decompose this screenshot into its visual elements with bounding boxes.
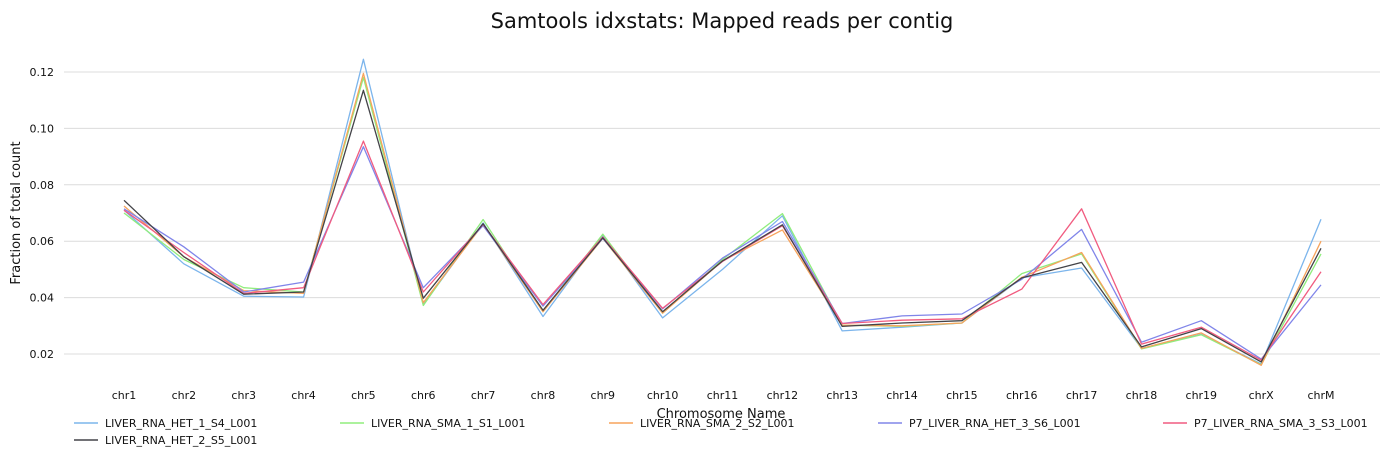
series-line <box>123 72 1322 366</box>
x-tick-label: chr11 <box>707 389 739 402</box>
x-axis-label: Chromosome Name <box>657 407 786 422</box>
x-tick-label: chr8 <box>531 389 556 402</box>
x-tick-label: chr15 <box>946 389 978 402</box>
x-tick-label: chr2 <box>172 389 197 402</box>
x-tick-label: chr10 <box>647 389 679 402</box>
legend-entry-label: LIVER_RNA_SMA_1_S1_L001 <box>371 417 526 430</box>
series-line <box>123 140 1322 361</box>
series-line <box>123 146 1322 360</box>
legend-entry-label: LIVER_RNA_HET_2_S5_L001 <box>105 434 257 447</box>
legend: LIVER_RNA_HET_1_S4_L001 LIVER_RNA_SMA_1_S… <box>74 417 1368 447</box>
x-axis-ticks: chr1 chr2 chr3 chr4 chr5 chr6 chr7 chr8 chr9 chr1… <box>112 389 1335 402</box>
x-tick-label: chr19 <box>1186 389 1218 402</box>
y-tick-label: 0.08 <box>30 179 55 192</box>
series-line <box>123 76 1322 366</box>
y-tick-label: 0.06 <box>30 235 55 248</box>
y-tick-label: 0.12 <box>30 66 55 79</box>
legend-entry-label: P7_LIVER_RNA_SMA_3_S3_L001 <box>1194 417 1368 430</box>
gridlines <box>64 71 1380 355</box>
x-tick-label: chr9 <box>591 389 616 402</box>
y-axis-ticks: 0.02 0.04 0.06 0.08 0.10 0.12 <box>30 66 55 361</box>
y-axis-label: Fraction of total count <box>9 141 24 284</box>
x-tick-label: chr4 <box>291 389 316 402</box>
x-tick-label: chr7 <box>471 389 496 402</box>
x-tick-label: chr16 <box>1006 389 1038 402</box>
legend-entry-label: LIVER_RNA_HET_1_S4_L001 <box>105 417 257 430</box>
y-tick-label: 0.02 <box>30 348 55 361</box>
legend-entry-label: LIVER_RNA_SMA_2_S2_L001 <box>640 417 795 430</box>
chart-title: Samtools idxstats: Mapped reads per cont… <box>491 9 954 33</box>
x-tick-label: chr3 <box>231 389 256 402</box>
y-tick-label: 0.10 <box>30 122 55 135</box>
x-tick-label: chr12 <box>767 389 799 402</box>
x-tick-label: chrX <box>1249 389 1275 402</box>
series-line <box>123 89 1322 363</box>
x-tick-label: chr17 <box>1066 389 1098 402</box>
x-tick-label: chr5 <box>351 389 376 402</box>
x-tick-label: chr6 <box>411 389 436 402</box>
series-lines <box>123 58 1322 366</box>
x-tick-label: chr13 <box>826 389 858 402</box>
x-tick-label: chrM <box>1307 389 1334 402</box>
x-tick-label: chr18 <box>1126 389 1158 402</box>
series-line <box>123 58 1322 365</box>
x-tick-label: chr14 <box>886 389 918 402</box>
legend-entry-label: P7_LIVER_RNA_HET_3_S6_L001 <box>909 417 1081 430</box>
x-tick-label: chr1 <box>112 389 137 402</box>
y-tick-label: 0.04 <box>30 292 55 305</box>
